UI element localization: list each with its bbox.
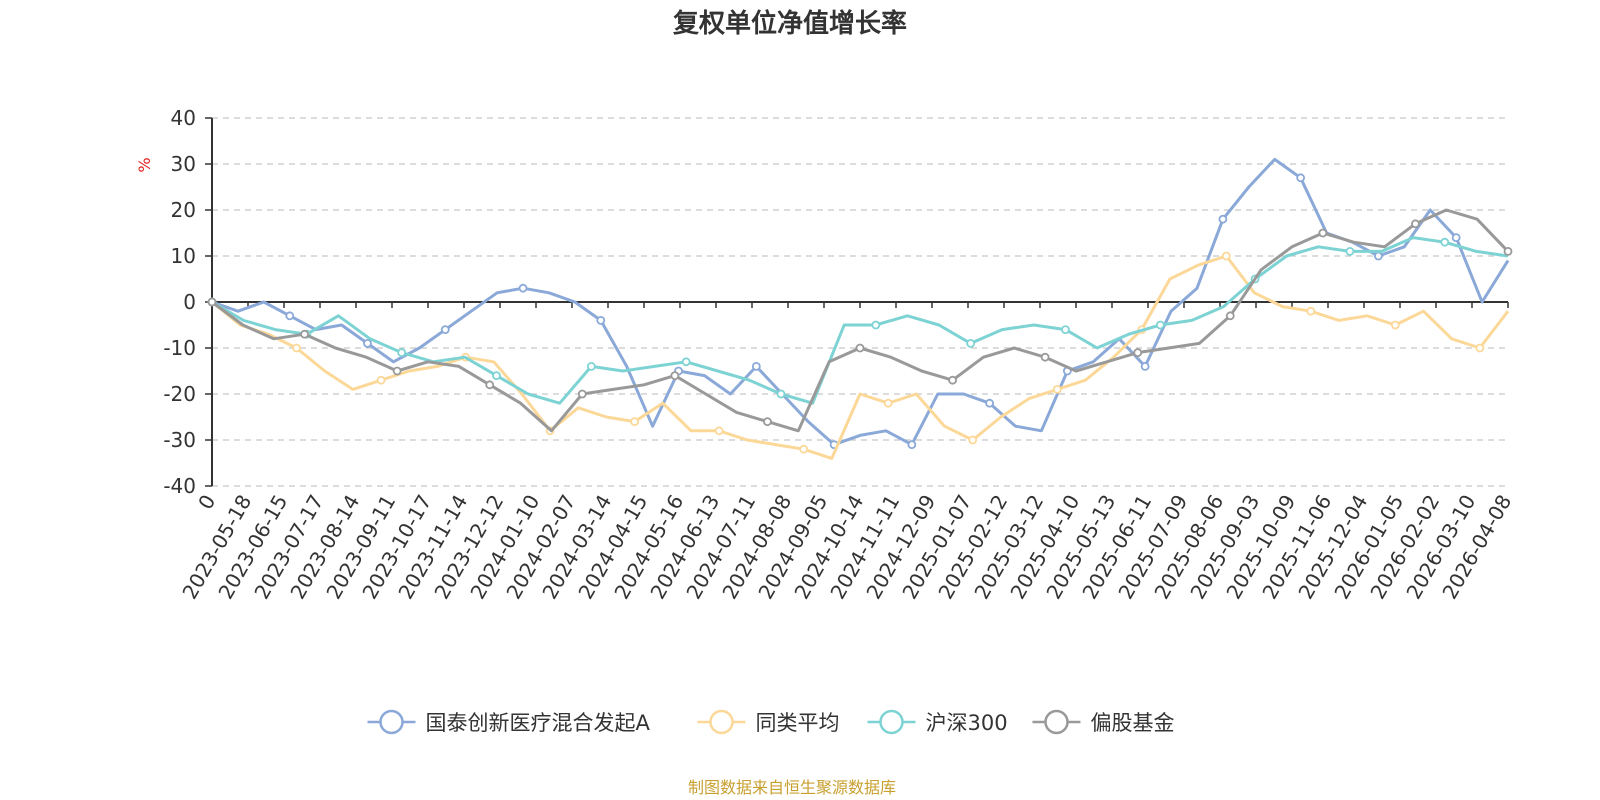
y-tick-label: 0	[183, 290, 196, 314]
legend-item[interactable]: 沪深300	[867, 709, 1008, 735]
legend-marker	[1044, 709, 1069, 735]
series-point	[485, 380, 495, 390]
legend-item[interactable]: 同类平均	[697, 709, 840, 735]
series-point	[376, 375, 386, 385]
series-point	[1440, 237, 1450, 247]
y-tick-label: 20	[171, 198, 196, 222]
series-2	[207, 236, 1509, 405]
series-point	[630, 417, 640, 427]
series-point	[440, 325, 450, 335]
series-point	[799, 444, 809, 454]
series-3	[207, 208, 1513, 433]
series-point	[1133, 348, 1143, 358]
series-point	[855, 343, 865, 353]
series-point	[968, 435, 978, 445]
series-point	[518, 283, 528, 293]
series-1	[207, 251, 1510, 460]
series-point	[1221, 251, 1231, 261]
series-point	[1225, 311, 1235, 321]
series-point	[966, 338, 976, 348]
y-tick-label: -10	[163, 336, 196, 360]
y-tick-label: -20	[163, 382, 196, 406]
series-point	[300, 329, 309, 339]
series-point	[1052, 384, 1062, 394]
series-line	[211, 254, 1510, 460]
y-tick-label: 10	[171, 244, 196, 268]
series-point	[751, 361, 761, 371]
series-point	[1061, 325, 1070, 335]
x-tick-label: 0	[193, 491, 220, 514]
series-point	[681, 357, 691, 367]
series-point	[714, 426, 724, 436]
series-point	[1306, 306, 1316, 316]
axes: 403020100-10-20-30-4002023-05-182023-06-…	[163, 106, 1516, 603]
series-point	[1155, 320, 1165, 330]
series-point	[392, 366, 402, 376]
legend-marker	[879, 709, 904, 735]
legend-label: 偏股基金	[1091, 711, 1175, 735]
series-point	[1374, 251, 1383, 261]
series-point	[1475, 343, 1485, 353]
series-point	[883, 398, 893, 408]
series-point	[776, 389, 786, 399]
legend-label: 国泰创新医疗混合发起A	[426, 711, 651, 735]
legend-label: 同类平均	[756, 711, 840, 735]
series-point	[1390, 320, 1400, 330]
y-tick-label: -40	[163, 474, 196, 498]
source-note: 制图数据来自恒生聚源数据库	[688, 778, 896, 797]
series-point	[1451, 233, 1461, 243]
chart-title: 复权单位净值增长率	[673, 8, 907, 39]
legend-item[interactable]: 偏股基金	[1032, 709, 1175, 735]
series-point	[907, 440, 917, 450]
series-point	[1140, 361, 1150, 371]
series-point	[492, 371, 501, 381]
series-point	[292, 343, 301, 353]
series-point	[596, 315, 606, 325]
series-point	[1411, 219, 1420, 229]
series-point	[1040, 352, 1050, 362]
series-point	[871, 320, 881, 330]
series-point	[763, 417, 772, 427]
series-point	[1345, 246, 1355, 256]
series-point	[285, 311, 295, 321]
series-line	[211, 157, 1510, 447]
series-point	[670, 371, 680, 381]
series-0	[207, 157, 1510, 450]
series-line	[211, 236, 1509, 405]
y-tick-label: 40	[171, 106, 196, 130]
series-point	[577, 389, 587, 399]
series-point	[985, 398, 994, 408]
series-lines	[207, 157, 1513, 460]
series-point	[207, 297, 217, 307]
series-point	[586, 361, 596, 371]
series-point	[397, 348, 407, 358]
y-axis-unit: %	[135, 157, 154, 172]
series-point	[363, 338, 372, 348]
y-tick-label: 30	[171, 152, 196, 176]
y-tick-label: -30	[163, 428, 196, 452]
legend-marker	[709, 709, 734, 735]
series-point	[948, 375, 957, 385]
series-point	[1318, 228, 1328, 238]
series-point	[1218, 214, 1228, 224]
series-point	[1296, 173, 1306, 183]
legend-marker	[379, 709, 404, 735]
legend[interactable]: 国泰创新医疗混合发起A 同类平均 沪深300 偏股基金	[367, 709, 1175, 735]
legend-item[interactable]: 国泰创新医疗混合发起A	[367, 709, 651, 735]
series-point	[1503, 246, 1513, 256]
legend-label: 沪深300	[926, 711, 1008, 735]
